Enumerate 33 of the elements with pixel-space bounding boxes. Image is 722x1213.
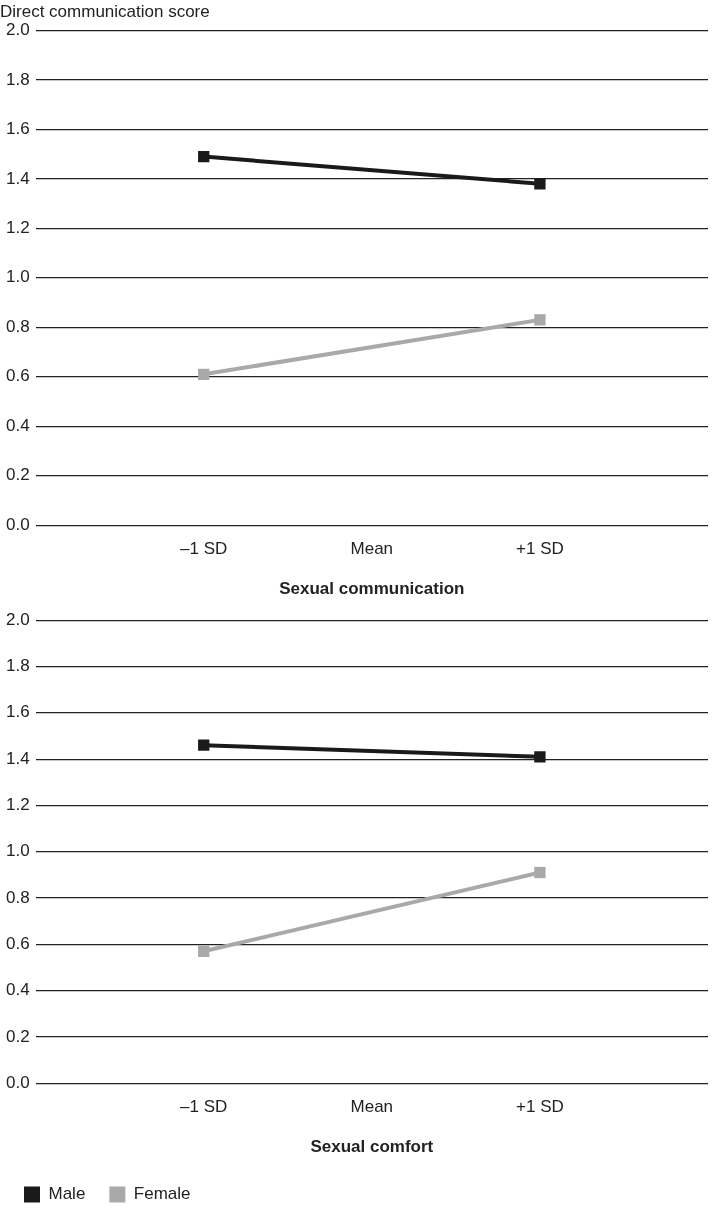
y-tick-label: 0.2	[5, 465, 30, 485]
y-tick-label: 0.6	[5, 366, 30, 386]
y-tick-label: 0.2	[5, 1026, 30, 1046]
y-tick-label: 1.0	[5, 267, 30, 287]
x-tick-label: Mean	[350, 539, 394, 559]
y-tick-label: 1.0	[5, 841, 30, 861]
y-tick-label: 0.4	[5, 980, 30, 1000]
y-tick-label: 1.4	[5, 748, 30, 768]
y-tick-label: 1.8	[5, 69, 30, 89]
legend-label: Female	[133, 1184, 191, 1204]
y-tick-label: 1.2	[5, 795, 30, 815]
y-tick-label: 1.4	[5, 168, 30, 188]
x-tick-label: +1 SD	[516, 539, 564, 559]
y-tick-label: 1.6	[5, 119, 30, 139]
x-tick-label: +1 SD	[516, 1097, 564, 1117]
y-tick-label: 0.0	[5, 1072, 30, 1092]
y-tick-label: 0.8	[5, 316, 30, 336]
y-tick-label: 0.0	[5, 514, 30, 534]
y-tick-label: 0.4	[5, 415, 30, 435]
y-tick-label: 0.6	[5, 933, 30, 953]
x-tick-label: –1 SD	[180, 539, 228, 559]
y-tick-label: 2.0	[5, 20, 30, 40]
y-tick-label: 2.0	[5, 609, 30, 629]
y-tick-label: 1.6	[5, 702, 30, 722]
y-tick-label: 1.2	[5, 218, 30, 238]
x-axis-title: Sexual communication	[279, 579, 465, 599]
y-tick-label: 0.8	[5, 887, 30, 907]
x-tick-label: –1 SD	[180, 1097, 228, 1117]
y-axis-title: Direct communication score	[0, 1, 210, 21]
legend-label: Male	[48, 1184, 86, 1204]
x-tick-label: Mean	[350, 1097, 394, 1117]
x-axis-title: Sexual comfort	[310, 1137, 434, 1157]
y-tick-label: 1.8	[5, 656, 30, 676]
